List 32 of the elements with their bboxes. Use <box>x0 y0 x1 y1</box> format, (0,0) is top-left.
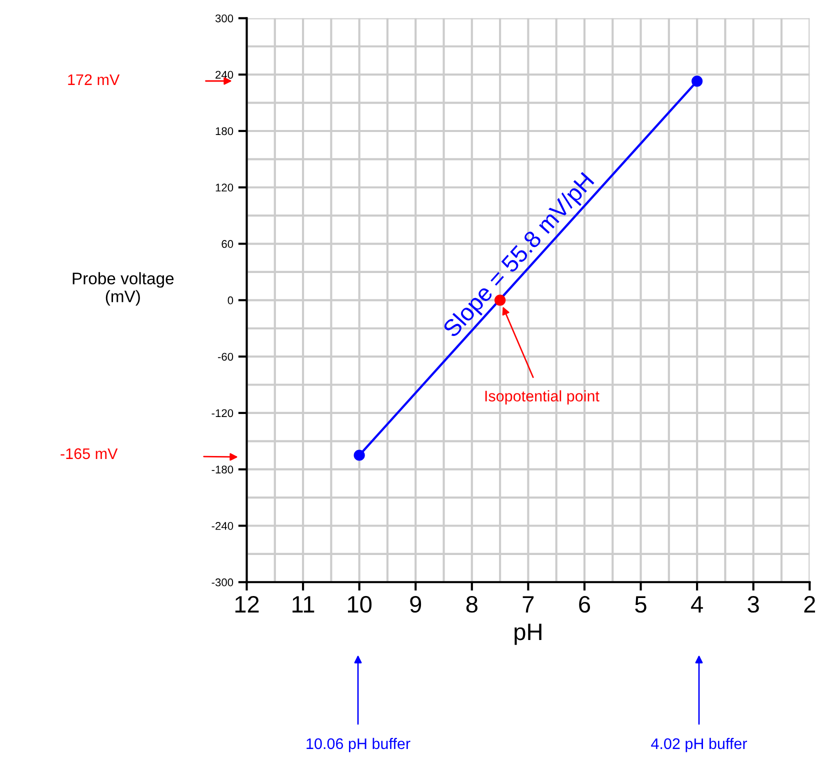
y-tick-label: 0 <box>228 296 234 304</box>
x-tick-label: 11 <box>292 596 314 612</box>
x-tick-label: 12 <box>235 596 259 612</box>
y-tick-label: -60 <box>218 352 234 361</box>
y-tick-label: 300 <box>215 14 234 22</box>
text: 10.06 pH buffer <box>306 738 410 752</box>
x-tick-label: 7 <box>522 596 534 612</box>
x-tick-label: 5 <box>635 596 646 613</box>
y-tick-label: -180 <box>212 466 234 474</box>
x-tick-label: 6 <box>579 596 590 613</box>
x-axis-title: pH <box>514 624 542 645</box>
x-tick-label: 3 <box>748 596 759 613</box>
point <box>692 76 703 87</box>
y-tick-label: 240 <box>216 70 234 79</box>
annotation: Isopotential point <box>485 390 600 405</box>
point <box>354 450 365 461</box>
x-tick-label: 10 <box>348 596 372 613</box>
x-tick-label: 8 <box>466 596 478 613</box>
y-axis-title: Probe voltage (mV) <box>72 272 174 306</box>
text: 4.02 pH buffer <box>651 738 748 752</box>
y-tick-label: -240 <box>212 522 234 530</box>
x-tick-label: 2 <box>804 596 816 612</box>
text: -165 mV <box>60 448 118 460</box>
y-tick-label: -300 <box>212 578 234 586</box>
y-tick-label: 120 <box>216 184 234 192</box>
text: 172 mV <box>68 74 120 85</box>
y-tick-label: 60 <box>222 240 234 248</box>
x-tick-label: 4 <box>691 596 703 612</box>
y-tick-label: 180 <box>216 127 234 136</box>
point <box>494 294 506 306</box>
y-tick-label: -120 <box>212 409 234 418</box>
x-tick-label: 9 <box>410 596 422 613</box>
